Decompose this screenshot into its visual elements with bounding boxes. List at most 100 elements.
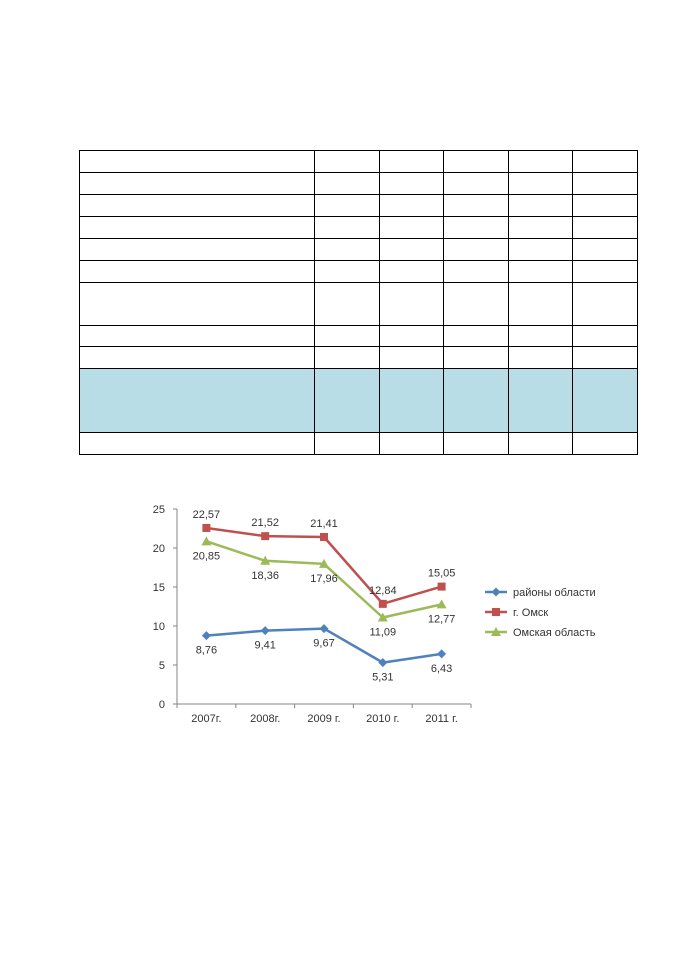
x-tick-label: 2007г. xyxy=(191,713,221,725)
table-cell xyxy=(79,432,315,455)
table-cell xyxy=(507,346,574,369)
x-tick-label: 2010 г. xyxy=(366,713,399,725)
table-cell xyxy=(572,432,638,455)
data-label: 20,85 xyxy=(193,550,221,562)
data-label: 21,52 xyxy=(251,517,279,529)
data-point xyxy=(378,599,387,608)
data-point xyxy=(319,558,329,568)
data-point xyxy=(437,649,447,659)
data-label: 9,41 xyxy=(254,640,275,652)
table-cell xyxy=(443,150,509,173)
table-cell xyxy=(572,368,638,433)
y-tick-label: 5 xyxy=(159,660,165,672)
table-cell xyxy=(507,216,574,239)
table-cell xyxy=(572,194,638,217)
x-tick-label: 2009 г. xyxy=(307,713,340,725)
table-cell xyxy=(314,238,380,261)
table-cell xyxy=(314,216,380,239)
table-cell xyxy=(314,432,380,455)
data-point xyxy=(491,627,501,636)
data-point xyxy=(491,587,501,597)
table-cell xyxy=(507,282,574,326)
table-row xyxy=(79,260,638,283)
data-point xyxy=(320,533,328,542)
data-label: 12,84 xyxy=(369,585,397,597)
legend-entry: Омская область xyxy=(485,627,596,639)
table-cell xyxy=(378,216,445,239)
legend-label: районы области xyxy=(513,587,596,599)
series-3: 20,85 18,36 17,96 11,09 12,77 xyxy=(193,536,456,638)
table-row-highlighted xyxy=(79,368,638,433)
table-cell xyxy=(314,346,380,369)
table-cell xyxy=(378,432,445,455)
data-point xyxy=(436,599,447,609)
line-chart: 0 5 10 15 20 25 2007г. 2008г. 2009 г. 2010 г. 2011… xyxy=(153,504,596,725)
table-cell xyxy=(378,368,445,433)
table-cell xyxy=(378,172,445,195)
table-cell xyxy=(79,150,315,173)
y-tick-label: 20 xyxy=(153,543,165,555)
table-cell xyxy=(572,216,638,239)
table-cell xyxy=(314,368,380,433)
data-label: 17,96 xyxy=(310,573,338,585)
y-tick-label: 0 xyxy=(159,699,165,711)
table-cell xyxy=(79,260,315,283)
table-cell xyxy=(314,260,380,283)
data-label: 21,41 xyxy=(310,518,338,530)
data-point xyxy=(260,626,270,636)
table-cell xyxy=(314,194,380,217)
table-row xyxy=(79,346,638,369)
table-cell xyxy=(79,346,315,369)
table-row xyxy=(79,432,638,455)
table-row xyxy=(79,282,638,326)
data-label: 6,43 xyxy=(431,663,452,675)
table-cell xyxy=(507,432,574,455)
x-tick-label: 2011 г. xyxy=(425,713,457,725)
data-point xyxy=(437,582,446,591)
table-cell xyxy=(572,238,638,261)
table-cell xyxy=(378,282,445,326)
table-row xyxy=(79,194,638,217)
table-row xyxy=(79,150,638,173)
table-cell xyxy=(507,150,574,173)
table-cell xyxy=(378,325,445,347)
legend-label: г. Омск xyxy=(513,607,548,619)
table-cell xyxy=(79,282,315,326)
table-cell xyxy=(314,172,380,195)
table-cell xyxy=(443,238,509,261)
table-cell xyxy=(443,282,509,326)
data-label: 12,77 xyxy=(428,613,456,625)
table-cell xyxy=(507,172,574,195)
table-cell xyxy=(443,368,509,433)
table-cell xyxy=(378,346,445,369)
table-cell xyxy=(507,260,574,283)
table-cell xyxy=(314,282,380,326)
series-1: 8,76 9,41 9,67 5,31 6,43 xyxy=(196,624,452,684)
data-point xyxy=(378,658,388,668)
data-label: 22,57 xyxy=(193,509,221,521)
table-cell xyxy=(378,194,445,217)
legend-entry: районы области xyxy=(485,587,596,599)
data-label: 9,67 xyxy=(313,638,334,650)
table-cell xyxy=(572,325,638,347)
table-cell xyxy=(443,346,509,369)
legend-entry: г. Омск xyxy=(485,607,548,619)
data-label: 8,76 xyxy=(196,645,217,657)
y-tick-label: 10 xyxy=(153,621,165,633)
table-cell xyxy=(507,368,574,433)
data-point xyxy=(319,624,329,634)
table-cell xyxy=(314,150,380,173)
table-cell xyxy=(314,325,380,347)
data-point xyxy=(202,523,211,532)
y-tick-label: 15 xyxy=(153,582,165,594)
series-2: 22,57 21,52 21,41 12,84 15,05 xyxy=(193,509,455,608)
table-cell xyxy=(378,150,445,173)
table-cell xyxy=(79,172,315,195)
table-cell xyxy=(443,172,509,195)
table-cell xyxy=(507,194,574,217)
table-cell xyxy=(79,368,315,433)
table-cell xyxy=(79,325,315,347)
legend-label: Омская область xyxy=(513,627,596,639)
table-cell xyxy=(507,325,574,347)
table-cell xyxy=(443,194,509,217)
